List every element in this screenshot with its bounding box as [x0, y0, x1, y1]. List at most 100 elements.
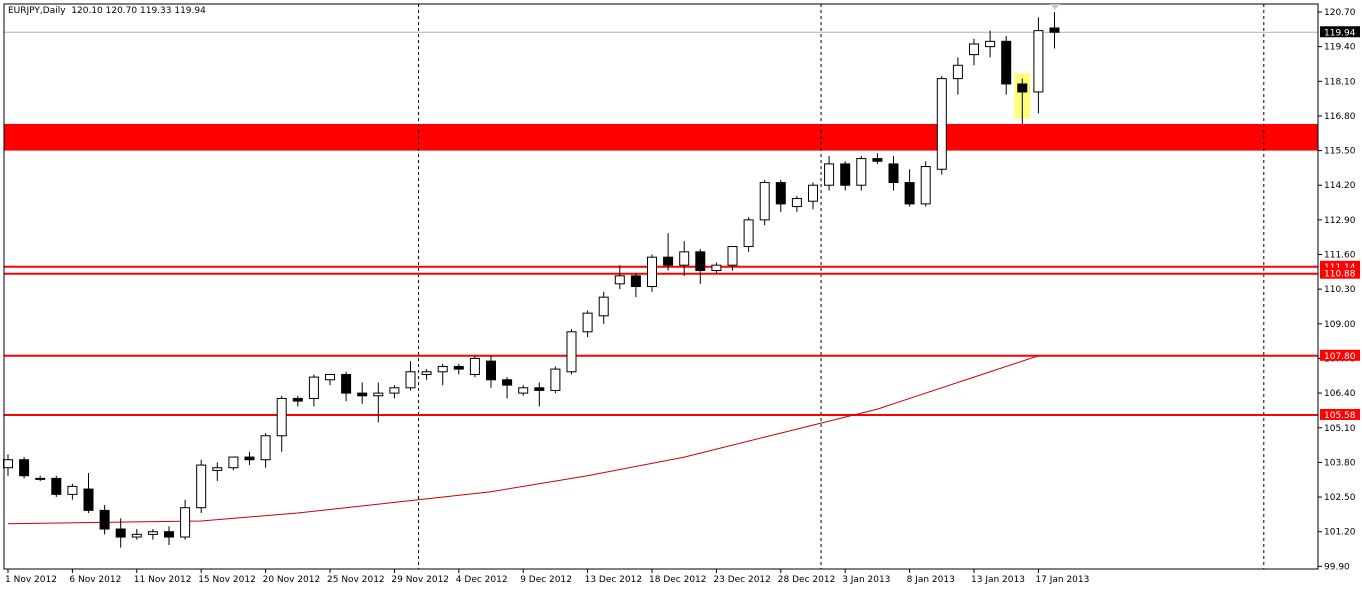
candle-body[interactable] — [808, 184, 818, 202]
x-tick-label: 13 Dec 2012 — [585, 575, 643, 585]
candle-body[interactable] — [550, 368, 561, 391]
level-price-label: 110.88 — [1324, 270, 1356, 280]
level-price-label: 105.58 — [1324, 411, 1356, 421]
level-price-tag — [1320, 267, 1360, 279]
x-tick-label: 28 Dec 2012 — [778, 575, 836, 585]
candle-body[interactable] — [502, 379, 513, 386]
moving-average-line — [7, 355, 1039, 525]
x-tick-label: 3 Jan 2013 — [842, 575, 890, 585]
candle-body[interactable] — [19, 459, 30, 477]
level-price-tag — [1320, 349, 1360, 361]
candle-body[interactable] — [936, 78, 947, 170]
candle-body[interactable] — [83, 488, 94, 511]
y-tick-label: 99.90 — [1324, 562, 1350, 572]
candle-body[interactable] — [486, 360, 496, 381]
x-tick-label: 15 Nov 2012 — [198, 575, 256, 585]
candle-body[interactable] — [357, 392, 368, 397]
candle-body[interactable] — [582, 312, 593, 333]
candle-body[interactable] — [389, 387, 400, 394]
x-tick-label: 29 Nov 2012 — [391, 575, 449, 585]
candle-body[interactable] — [228, 456, 239, 469]
candle-body[interactable] — [115, 528, 126, 538]
candle-body[interactable] — [856, 158, 867, 186]
candle-body[interactable] — [630, 275, 641, 288]
candle-body[interactable] — [292, 397, 303, 402]
candle-body[interactable] — [67, 485, 78, 495]
candle-body[interactable] — [164, 531, 174, 538]
candle-body[interactable] — [872, 158, 883, 162]
y-tick-label: 118.10 — [1324, 77, 1356, 87]
symbol-label: EURJPY,Daily — [8, 6, 66, 16]
candle-body[interactable] — [534, 387, 545, 391]
y-tick-label: 111.60 — [1324, 251, 1356, 261]
candle-body[interactable] — [759, 182, 770, 221]
candle-body[interactable] — [453, 365, 464, 370]
candle-body[interactable] — [920, 166, 931, 205]
candle-body[interactable] — [598, 296, 609, 317]
candle-body[interactable] — [791, 198, 802, 208]
ohlc-readout: 120.10 120.70 119.33 119.94 — [71, 6, 206, 16]
candle-body[interactable] — [647, 256, 657, 287]
candle-body[interactable] — [373, 392, 384, 397]
y-tick-label: 112.90 — [1324, 216, 1356, 226]
candle-body[interactable] — [131, 533, 142, 538]
candle-body[interactable] — [695, 251, 706, 272]
candle-body[interactable] — [743, 219, 754, 248]
candle-body[interactable] — [663, 256, 674, 266]
chart-header: EURJPY,Daily 120.10 120.70 119.33 119.94 — [8, 6, 206, 16]
candle-body[interactable] — [35, 477, 46, 480]
candle-body[interactable] — [341, 373, 352, 394]
x-tick-label: 6 Nov 2012 — [69, 575, 121, 585]
x-tick-label: 8 Jan 2013 — [907, 575, 955, 585]
candle-body[interactable] — [147, 531, 158, 535]
candle-body[interactable] — [405, 371, 416, 389]
candle-body[interactable] — [566, 331, 577, 373]
candle-body[interactable] — [1017, 83, 1028, 93]
level-price-tag — [1320, 260, 1360, 272]
candle-body[interactable] — [888, 163, 899, 184]
candle-body[interactable] — [727, 246, 738, 266]
candle-body[interactable] — [775, 182, 786, 205]
y-tick-label: 105.10 — [1324, 424, 1356, 434]
resistance-zone — [4, 123, 1318, 151]
candle-body[interactable] — [308, 376, 319, 399]
candle-body[interactable] — [969, 43, 979, 56]
candle-body[interactable] — [244, 456, 255, 461]
candle-body[interactable] — [325, 373, 335, 381]
candle-body[interactable] — [679, 251, 690, 266]
x-tick-label: 18 Dec 2012 — [649, 575, 707, 585]
current-price-label: 119.94 — [1324, 28, 1356, 38]
x-tick-label: 9 Dec 2012 — [520, 575, 572, 585]
candle-body[interactable] — [904, 182, 915, 205]
y-tick-label: 116.80 — [1324, 112, 1356, 122]
candle-body[interactable] — [1001, 40, 1012, 85]
candle-body[interactable] — [985, 40, 996, 48]
candle-body[interactable] — [711, 264, 722, 272]
candle-body[interactable] — [212, 467, 223, 471]
y-tick-label: 109.00 — [1324, 320, 1356, 330]
candle-body[interactable] — [276, 397, 287, 437]
candle-body[interactable] — [196, 464, 207, 509]
candle-body[interactable] — [518, 387, 529, 394]
y-tick-label: 114.20 — [1324, 181, 1356, 191]
current-price-tag — [1320, 26, 1360, 38]
candle-body[interactable] — [437, 365, 448, 373]
candle-body[interactable] — [421, 371, 432, 375]
candle-body[interactable] — [1033, 30, 1044, 93]
candle-body[interactable] — [99, 509, 110, 530]
candle-body[interactable] — [824, 163, 835, 186]
candle-body[interactable] — [840, 163, 851, 186]
candle-body[interactable] — [952, 64, 963, 80]
candle-body[interactable] — [469, 357, 480, 375]
chart-shift-marker-icon[interactable] — [1050, 4, 1060, 10]
candle-body[interactable] — [614, 275, 625, 285]
candle-body[interactable] — [51, 477, 62, 495]
candle-body[interactable] — [260, 435, 271, 461]
y-tick-label: 115.50 — [1324, 147, 1356, 157]
candle-body[interactable] — [3, 459, 13, 469]
candle-body[interactable] — [180, 507, 191, 538]
candle-body[interactable] — [1049, 27, 1060, 33]
